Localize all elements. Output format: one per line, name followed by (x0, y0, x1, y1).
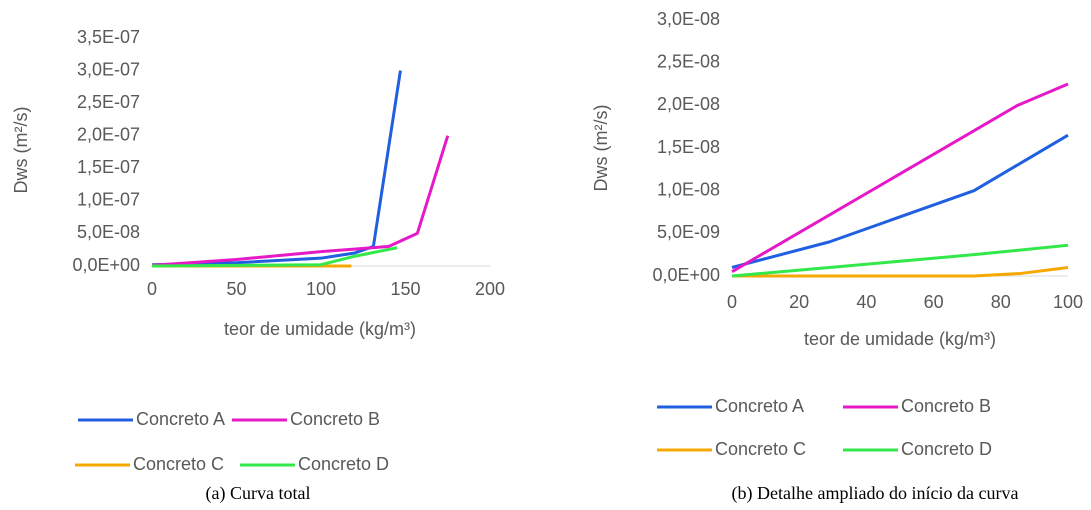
y-tick-label: 3,5E-07 (77, 27, 140, 47)
y-tick-label: 5,0E-08 (77, 222, 140, 242)
x-tick-label: 100 (306, 279, 336, 299)
series-line (151, 70, 402, 267)
x-tick-label: 100 (1053, 292, 1083, 312)
series-line (732, 265, 1069, 278)
x-tick-label: 40 (856, 292, 876, 312)
y-tick-label: 2,5E-07 (77, 92, 140, 112)
y-tick-label: 1,5E-08 (657, 137, 720, 157)
y-tick-label: 2,0E-07 (77, 124, 140, 144)
legend-label: Concreto C (133, 454, 224, 474)
y-tick-label: 1,0E-07 (77, 190, 140, 210)
x-tick-label: 200 (475, 279, 505, 299)
y-tick-label: 0,0E+00 (72, 255, 140, 275)
series-line (151, 246, 398, 268)
y-tick-label: 3,0E-08 (657, 9, 720, 29)
series-line (731, 243, 1069, 278)
x-tick-label: 0 (147, 279, 157, 299)
y-tick-label: 1,5E-07 (77, 157, 140, 177)
x-tick-label: 0 (727, 292, 737, 312)
x-tick-label: 80 (991, 292, 1011, 312)
x-tick-label: 150 (390, 279, 420, 299)
x-tick-label: 60 (924, 292, 944, 312)
legend-label: Concreto B (901, 396, 991, 416)
series-line (151, 135, 450, 267)
x-axis-title: teor de umidade (kg/m³) (224, 319, 416, 339)
legend-label: Concreto A (136, 409, 225, 429)
y-axis-title: Dws (m²/s) (591, 105, 611, 192)
caption: (a) Curva total (206, 483, 311, 504)
series-line (731, 133, 1069, 269)
y-tick-label: 0,0E+00 (652, 265, 720, 285)
x-tick-label: 50 (226, 279, 246, 299)
y-tick-label: 2,5E-08 (657, 51, 720, 71)
y-tick-label: 1,0E-08 (657, 179, 720, 199)
caption: (b) Detalhe ampliado do início da curva (732, 483, 1019, 504)
series-line (731, 82, 1069, 274)
legend-label: Concreto B (290, 409, 380, 429)
legend-label: Concreto D (298, 454, 389, 474)
x-tick-label: 20 (789, 292, 809, 312)
y-tick-label: 5,0E-09 (657, 222, 720, 242)
y-tick-label: 3,0E-07 (77, 59, 140, 79)
legend-label: Concreto A (715, 396, 804, 416)
legend-label: Concreto D (901, 439, 992, 459)
y-axis-title: Dws (m²/s) (11, 107, 31, 194)
y-tick-label: 2,0E-08 (657, 94, 720, 114)
x-axis-title: teor de umidade (kg/m³) (804, 329, 996, 349)
legend-label: Concreto C (715, 439, 806, 459)
